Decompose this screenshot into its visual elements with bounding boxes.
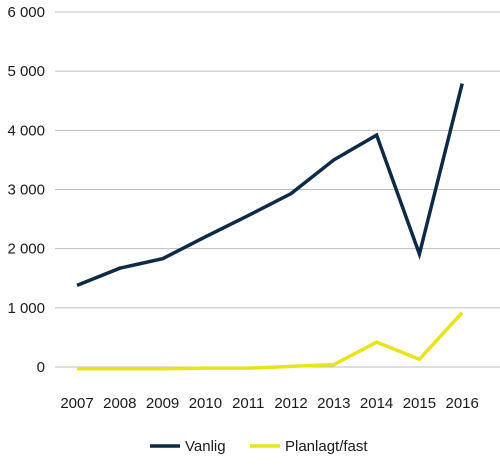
y-tick-label: 0: [37, 359, 45, 376]
y-tick-label: 4 000: [7, 122, 45, 139]
series-lines: [76, 83, 464, 371]
x-axis-tick-labels: 2007 2008 2009 2010 2011 2012 2013 2014 2015 2016: [60, 395, 479, 412]
legend-label: Vanlig: [185, 438, 226, 455]
y-tick-label: 5 000: [7, 63, 45, 80]
x-tick-label: 2007: [60, 395, 93, 412]
legend-label: Planlagt/fast: [285, 438, 368, 455]
series-line-vanlig: [76, 83, 464, 287]
x-tick-label: 2012: [274, 395, 307, 412]
x-tick-label: 2016: [446, 395, 479, 412]
y-tick-label: 2 000: [7, 241, 45, 258]
y-tick-label: 3 000: [7, 182, 45, 199]
y-axis-tick-labels: 0 1 000 2 000 3 000 4 000 5 000 6 000: [7, 4, 45, 376]
y-tick-label: 6 000: [7, 4, 45, 21]
series-line-planlagt-fast: [77, 311, 464, 371]
x-tick-label: 2015: [403, 395, 436, 412]
gridlines: [55, 11, 500, 368]
x-tick-label: 2013: [317, 395, 350, 412]
x-tick-label: 2010: [189, 395, 222, 412]
x-tick-label: 2009: [146, 395, 179, 412]
x-tick-label: 2014: [360, 395, 393, 412]
x-tick-label: 2008: [103, 395, 136, 412]
x-tick-label: 2011: [232, 395, 264, 412]
y-tick-label: 1 000: [7, 300, 45, 317]
legend: Vanlig Planlagt/fast: [150, 438, 368, 455]
